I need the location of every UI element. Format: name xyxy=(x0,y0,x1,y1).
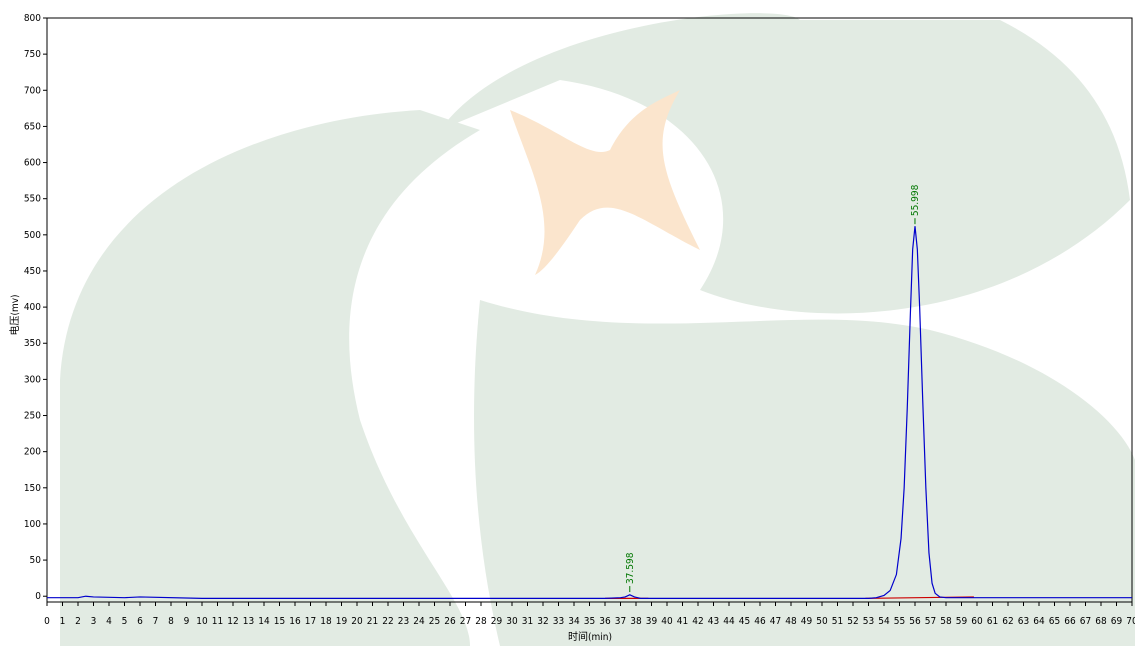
x-tick-label: 50 xyxy=(816,616,828,627)
x-tick-label: 44 xyxy=(723,616,735,627)
y-tick-label: 500 xyxy=(24,230,41,241)
x-tick-label: 12 xyxy=(227,616,238,627)
x-tick-label: 35 xyxy=(584,616,595,627)
x-tick-label: 22 xyxy=(382,616,393,627)
y-tick-label: 200 xyxy=(24,447,41,458)
y-tick-label: 700 xyxy=(24,85,41,96)
x-tick-label: 16 xyxy=(289,616,301,627)
x-tick-label: 68 xyxy=(1095,616,1107,627)
x-tick-label: 45 xyxy=(739,616,750,627)
x-tick-label: 28 xyxy=(475,616,487,627)
x-tick-label: 48 xyxy=(785,616,797,627)
y-tick-label: 650 xyxy=(24,121,41,132)
x-tick-label: 32 xyxy=(537,616,548,627)
x-tick-label: 38 xyxy=(630,616,642,627)
peak-label: 37.598 xyxy=(625,552,636,584)
chart: 时间(min) 电压(mv) 0501001502002503003504004… xyxy=(0,0,1135,646)
x-tick-label: 59 xyxy=(956,616,968,627)
x-tick-label: 63 xyxy=(1018,616,1029,627)
x-tick-label: 0 xyxy=(44,616,50,627)
y-tick-label: 250 xyxy=(24,411,41,422)
x-tick-label: 65 xyxy=(1049,616,1060,627)
x-tick-label: 37 xyxy=(615,616,626,627)
y-tick-label: 50 xyxy=(30,555,42,566)
x-tick-label: 60 xyxy=(971,616,983,627)
x-tick-label: 7 xyxy=(153,616,159,627)
y-tick-label: 450 xyxy=(24,266,41,277)
x-tick-label: 58 xyxy=(940,616,952,627)
x-tick-label: 51 xyxy=(832,616,843,627)
x-tick-label: 10 xyxy=(196,616,208,627)
y-tick-label: 150 xyxy=(24,483,41,494)
x-tick-label: 17 xyxy=(305,616,316,627)
x-tick-label: 54 xyxy=(878,616,890,627)
x-tick-label: 64 xyxy=(1033,616,1045,627)
x-tick-label: 29 xyxy=(491,616,503,627)
x-tick-label: 5 xyxy=(122,616,128,627)
x-tick-label: 18 xyxy=(320,616,332,627)
x-tick-label: 36 xyxy=(599,616,611,627)
x-tick-label: 9 xyxy=(184,616,190,627)
x-tick-label: 27 xyxy=(460,616,471,627)
y-axis-title: 电压(mv) xyxy=(8,294,21,335)
x-tick-label: 55 xyxy=(894,616,905,627)
x-tick-label: 62 xyxy=(1002,616,1013,627)
x-tick-label: 21 xyxy=(367,616,378,627)
x-tick-label: 26 xyxy=(444,616,456,627)
y-tick-label: 550 xyxy=(24,194,41,205)
watermark xyxy=(60,13,1135,646)
x-tick-label: 46 xyxy=(754,616,766,627)
y-tick-label: 100 xyxy=(24,519,41,530)
x-tick-label: 2 xyxy=(75,616,81,627)
x-tick-label: 67 xyxy=(1080,616,1091,627)
y-tick-label: 600 xyxy=(24,158,41,169)
x-tick-label: 47 xyxy=(770,616,781,627)
x-tick-label: 41 xyxy=(677,616,688,627)
x-tick-label: 6 xyxy=(137,616,143,627)
x-tick-label: 43 xyxy=(708,616,719,627)
x-tick-label: 15 xyxy=(274,616,285,627)
x-tick-label: 30 xyxy=(506,616,518,627)
x-axis-title: 时间(min) xyxy=(568,630,612,643)
x-tick-label: 34 xyxy=(568,616,580,627)
x-tick-label: 8 xyxy=(168,616,174,627)
x-tick-label: 56 xyxy=(909,616,921,627)
peak-label: 55.998 xyxy=(910,184,921,216)
x-tick-label: 57 xyxy=(925,616,936,627)
x-tick-label: 14 xyxy=(258,616,270,627)
x-tick-label: 4 xyxy=(106,616,112,627)
x-tick-label: 19 xyxy=(336,616,348,627)
x-tick-label: 23 xyxy=(398,616,409,627)
x-tick-label: 61 xyxy=(987,616,998,627)
x-tick-label: 49 xyxy=(801,616,813,627)
x-tick-label: 3 xyxy=(91,616,97,627)
y-tick-label: 300 xyxy=(24,374,41,385)
x-tick-label: 11 xyxy=(212,616,223,627)
y-tick-label: 800 xyxy=(24,13,41,24)
x-tick-label: 40 xyxy=(661,616,673,627)
y-tick-label: 0 xyxy=(35,591,41,602)
x-tick-label: 1 xyxy=(60,616,66,627)
x-tick-label: 53 xyxy=(863,616,874,627)
x-tick-label: 13 xyxy=(243,616,254,627)
x-tick-label: 25 xyxy=(429,616,440,627)
x-tick-label: 42 xyxy=(692,616,703,627)
x-tick-label: 33 xyxy=(553,616,564,627)
y-tick-label: 350 xyxy=(24,338,41,349)
x-tick-label: 39 xyxy=(646,616,658,627)
x-tick-label: 69 xyxy=(1111,616,1123,627)
x-tick-label: 66 xyxy=(1064,616,1076,627)
x-tick-label: 52 xyxy=(847,616,858,627)
x-tick-label: 24 xyxy=(413,616,425,627)
x-tick-label: 31 xyxy=(522,616,533,627)
x-tick-label: 70 xyxy=(1126,616,1135,627)
y-tick-label: 400 xyxy=(24,302,41,313)
x-tick-label: 20 xyxy=(351,616,363,627)
y-tick-label: 750 xyxy=(24,49,41,60)
